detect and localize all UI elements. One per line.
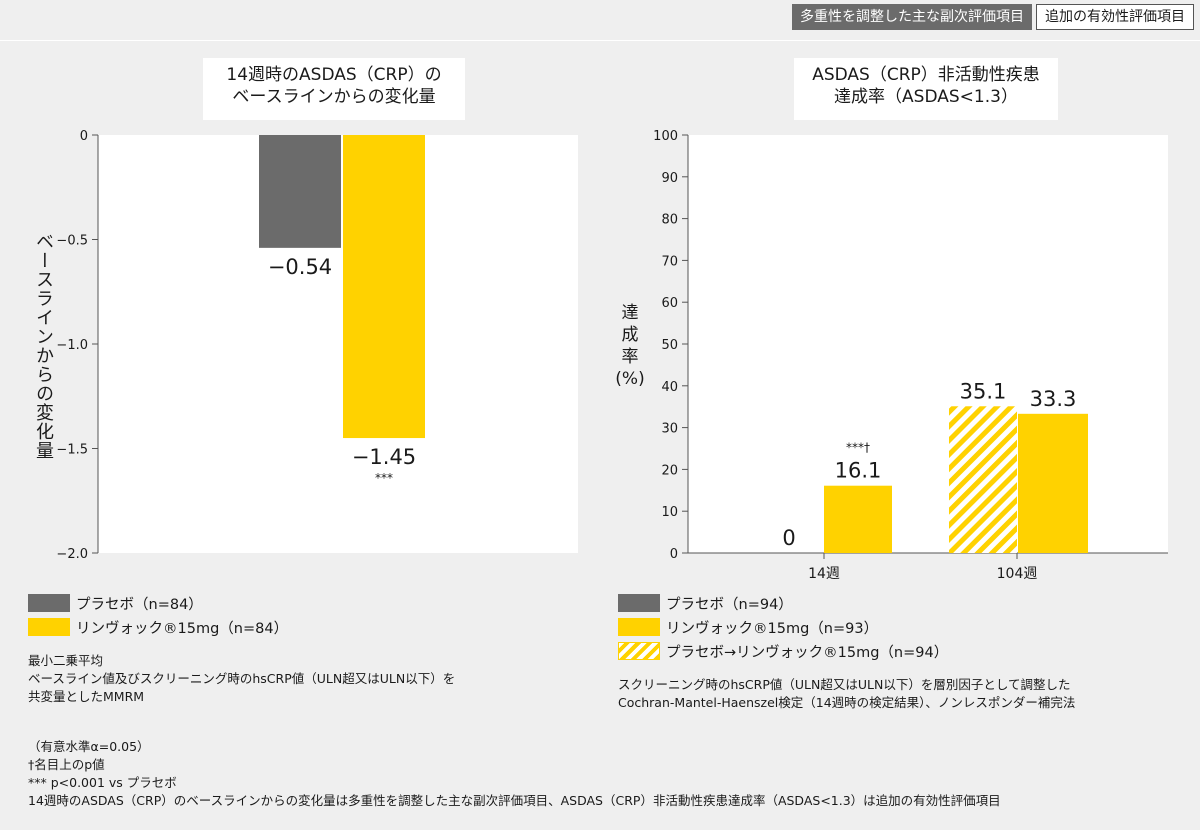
y-tick-label: 100 bbox=[653, 129, 678, 144]
y-axis-label: (%) bbox=[615, 369, 644, 389]
placebo-swatch bbox=[28, 594, 70, 612]
left-note-line: 共変量としたMMRM bbox=[28, 689, 145, 704]
y-tick-label: −1.0 bbox=[56, 338, 88, 353]
right-method-note: スクリーニング時のhsCRP値（ULN超又はULN以下）を層別因子として調整した… bbox=[618, 676, 1075, 712]
placebo-swatch bbox=[618, 594, 660, 612]
y-tick-label: 0 bbox=[80, 129, 88, 144]
right-chart-title-line2: 達成率（ASDAS<1.3） bbox=[834, 87, 1018, 107]
bar-placebo bbox=[259, 135, 341, 248]
data-label: 35.1 bbox=[960, 379, 1007, 403]
header-divider bbox=[0, 40, 1200, 41]
y-tick-label: −1.5 bbox=[56, 443, 88, 458]
x-tick-label: 14週 bbox=[808, 566, 840, 582]
left-chart: 0 −0.5 −1.0 −1.5 −2.0 −0.54 −1.45 *** bbox=[56, 129, 578, 562]
legend-label-upadacitinib: リンヴォック®15mg（n=84） bbox=[76, 620, 289, 637]
left-note-line: ベースライン値及びスクリーニング時のhsCRP値（ULN超又はULN以下）を bbox=[28, 671, 456, 686]
legend-item-placebo: プラセボ（n=94） bbox=[618, 592, 948, 614]
legend-item-placebo: プラセボ（n=84） bbox=[28, 592, 288, 614]
bar-upadacitinib bbox=[343, 135, 425, 439]
charts-canvas: 0 −0.5 −1.0 −1.5 −2.0 −0.54 −1.45 *** 0 10 20 30 40… bbox=[56, 129, 1168, 582]
upadacitinib-swatch bbox=[28, 618, 70, 636]
bar-upadacitinib-wk14 bbox=[824, 485, 892, 553]
plot-area bbox=[688, 135, 1168, 553]
y-tick-label: 70 bbox=[661, 254, 678, 269]
footnote-line: †名目上のp値 bbox=[28, 757, 105, 772]
y-tick-label: 20 bbox=[661, 463, 678, 478]
right-note-line: Cochran-Mantel-Haenszel検定（14週時の検定結果）、ノンレ… bbox=[618, 695, 1076, 710]
primary-secondary-endpoint-badge: 多重性を調整した主な副次評価項目 bbox=[792, 4, 1032, 30]
bar-upadacitinib-wk104 bbox=[1018, 413, 1088, 553]
y-tick-label: 90 bbox=[661, 171, 678, 186]
data-label: 0 bbox=[782, 526, 795, 550]
left-chart-title-line2: ベースラインからの変化量 bbox=[232, 87, 436, 107]
footnotes: （有意水準α=0.05） †名目上のp値 *** p<0.001 vs プラセボ… bbox=[28, 738, 1001, 810]
right-chart-title-line1: ASDAS（CRP）非活動性疾患 bbox=[812, 65, 1040, 85]
x-tick-label: 104週 bbox=[997, 566, 1038, 582]
y-axis-label: 達 bbox=[622, 303, 639, 323]
legend-label-upadacitinib: リンヴォック®15mg（n=93） bbox=[666, 620, 879, 637]
y-tick-label: −2.0 bbox=[56, 547, 88, 562]
upadacitinib-swatch bbox=[618, 618, 660, 636]
left-legend: プラセボ（n=84） リンヴォック®15mg（n=84） bbox=[28, 592, 288, 640]
y-tick-label: 50 bbox=[661, 338, 678, 353]
left-chart-title: 14週時のASDAS（CRP）の ベースラインからの変化量 bbox=[203, 58, 465, 120]
bar-switch-wk104 bbox=[949, 406, 1017, 553]
left-note-line: 最小二乗平均 bbox=[28, 653, 104, 668]
y-tick-label: 0 bbox=[670, 547, 678, 562]
right-chart-title: ASDAS（CRP）非活動性疾患 達成率（ASDAS<1.3） bbox=[794, 58, 1058, 120]
y-axis-label: 成 bbox=[622, 325, 639, 345]
y-tick-label: 40 bbox=[661, 380, 678, 395]
y-tick-label: 10 bbox=[661, 505, 678, 520]
switch-swatch bbox=[618, 642, 660, 660]
legend-label-placebo: プラセボ（n=84） bbox=[76, 596, 203, 613]
data-label: 16.1 bbox=[835, 459, 882, 483]
y-tick-label: −0.5 bbox=[56, 234, 88, 249]
legend-label-placebo: プラセボ（n=94） bbox=[666, 596, 793, 613]
legend-item-switch: プラセボ→リンヴォック®15mg（n=94） bbox=[618, 640, 948, 662]
y-tick-label: 60 bbox=[661, 296, 678, 311]
endpoint-badges: 多重性を調整した主な副次評価項目 追加の有効性評価項目 bbox=[792, 4, 1194, 30]
right-note-line: スクリーニング時のhsCRP値（ULN超又はULN以下）を層別因子として調整した bbox=[618, 677, 1071, 692]
footnote-line: （有意水準α=0.05） bbox=[28, 739, 150, 754]
legend-item-upadacitinib: リンヴォック®15mg（n=84） bbox=[28, 616, 288, 638]
legend-item-upadacitinib: リンヴォック®15mg（n=93） bbox=[618, 616, 948, 638]
left-chart-title-line1: 14週時のASDAS（CRP）の bbox=[226, 65, 442, 85]
legend-label-switch: プラセボ→リンヴォック®15mg（n=94） bbox=[666, 644, 949, 661]
footnote-line: 14週時のASDAS（CRP）のベースラインからの変化量は多重性を調整した主な副… bbox=[28, 793, 1001, 808]
data-label: 33.3 bbox=[1030, 387, 1077, 411]
y-axis-label: 率 bbox=[622, 347, 639, 367]
left-y-axis-label: ベースラインからの変化量 bbox=[33, 232, 54, 460]
footnote-line: *** p<0.001 vs プラセボ bbox=[28, 775, 177, 790]
y-tick-label: 80 bbox=[661, 213, 678, 228]
additional-endpoint-badge: 追加の有効性評価項目 bbox=[1036, 4, 1194, 30]
data-label: −0.54 bbox=[268, 255, 332, 279]
right-chart: 0 10 20 30 40 50 60 70 80 90 100 達成率(%) 14週 104週 0 16.1… bbox=[615, 129, 1168, 582]
left-method-note: 最小二乗平均 ベースライン値及びスクリーニング時のhsCRP値（ULN超又はUL… bbox=[28, 652, 455, 706]
y-tick-label: 30 bbox=[661, 422, 678, 437]
significance-annotation: ***† bbox=[846, 441, 870, 455]
significance-annotation: *** bbox=[375, 471, 393, 485]
data-label: −1.45 bbox=[352, 445, 416, 469]
right-legend: プラセボ（n=94） リンヴォック®15mg（n=93） プラセボ→リンヴォック… bbox=[618, 592, 948, 664]
